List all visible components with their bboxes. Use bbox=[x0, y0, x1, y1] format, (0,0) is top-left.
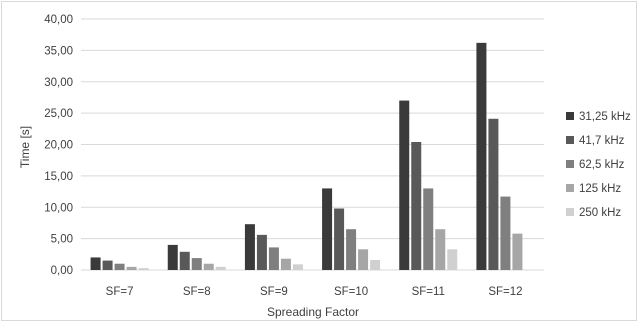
x-tick-label: SF=8 bbox=[183, 286, 211, 298]
bar bbox=[167, 244, 178, 270]
bar bbox=[114, 263, 125, 270]
bar bbox=[500, 196, 511, 270]
chart-frame: 0,00 5,00 10,00 15,00 20,00 25,00 30,00 35,00 40… bbox=[1, 1, 637, 321]
bar bbox=[215, 266, 226, 270]
bar bbox=[358, 249, 369, 270]
bar bbox=[90, 257, 101, 270]
bar-chart: 0,00 5,00 10,00 15,00 20,00 25,00 30,00 35,00 40… bbox=[18, 14, 631, 319]
y-tick-label: 30,00 bbox=[44, 77, 73, 89]
legend-label: 62,5 kHz bbox=[579, 159, 625, 171]
y-tick-label: 25,00 bbox=[44, 108, 73, 120]
y-tick-label: 10,00 bbox=[44, 202, 73, 214]
bar bbox=[423, 188, 434, 270]
bar bbox=[292, 264, 303, 270]
bar bbox=[322, 188, 333, 270]
bar bbox=[435, 229, 446, 270]
y-tick-label: 5,00 bbox=[51, 234, 73, 246]
y-tick-label: 0,00 bbox=[51, 265, 73, 277]
bar bbox=[102, 260, 113, 270]
bar bbox=[346, 229, 357, 270]
x-tick-label: SF=11 bbox=[412, 286, 445, 298]
bar bbox=[488, 118, 499, 271]
legend-label: 31,25 kHz bbox=[579, 111, 631, 123]
bar bbox=[447, 249, 458, 270]
y-axis-title: Time [s] bbox=[18, 126, 32, 168]
bar bbox=[126, 266, 137, 270]
bar bbox=[512, 233, 523, 270]
legend-label: 250 kHz bbox=[579, 207, 621, 219]
gridlines bbox=[81, 18, 544, 271]
bar bbox=[280, 258, 291, 270]
bar bbox=[179, 251, 190, 270]
bar bbox=[244, 224, 255, 270]
x-tick-label: SF=9 bbox=[260, 286, 288, 298]
x-tick-label: SF=7 bbox=[106, 286, 134, 298]
bar bbox=[203, 263, 214, 270]
bars bbox=[90, 42, 523, 271]
legend-swatch bbox=[566, 136, 574, 144]
legend-swatch bbox=[566, 208, 574, 216]
bar bbox=[399, 100, 410, 270]
y-tick-label: 15,00 bbox=[44, 171, 73, 183]
bar bbox=[191, 258, 202, 270]
legend-label: 41,7 kHz bbox=[579, 135, 625, 147]
bar bbox=[256, 234, 267, 270]
bar bbox=[334, 208, 345, 270]
bar bbox=[476, 42, 487, 270]
y-tick-labels: 0,00 5,00 10,00 15,00 20,00 25,00 30,00 35,00 40… bbox=[44, 14, 73, 277]
legend-swatch bbox=[566, 160, 574, 168]
x-axis-title: Spreading Factor bbox=[267, 305, 359, 319]
y-tick-label: 40,00 bbox=[44, 14, 73, 26]
legend-swatch bbox=[566, 184, 574, 192]
x-tick-label: SF=10 bbox=[334, 286, 368, 298]
legend-label: 125 kHz bbox=[579, 183, 621, 195]
x-tick-labels: SF=7 SF=8 SF=9 SF=10 SF=11 SF=12 bbox=[106, 286, 523, 298]
bar bbox=[370, 259, 381, 270]
bar bbox=[268, 247, 279, 270]
y-tick-label: 20,00 bbox=[44, 140, 73, 152]
legend: 31,25 kHz 41,7 kHz 62,5 kHz 125 kHz 250 kHz bbox=[566, 111, 631, 219]
x-tick-label: SF=12 bbox=[488, 286, 522, 298]
bar bbox=[411, 141, 422, 270]
bar bbox=[138, 268, 149, 270]
y-tick-label: 35,00 bbox=[44, 45, 73, 57]
legend-swatch bbox=[566, 112, 574, 120]
